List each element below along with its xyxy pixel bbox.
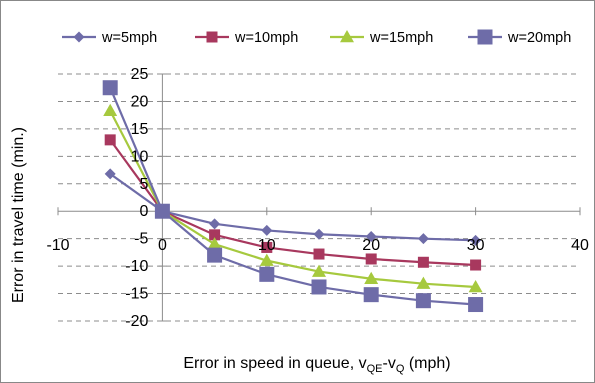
legend-label: w=20mph: [507, 30, 571, 46]
y-tick-label: -10: [125, 258, 148, 275]
series-layer: [102, 80, 484, 313]
data-point: [468, 297, 484, 313]
data-point: [470, 234, 482, 246]
data-point: [103, 103, 118, 117]
y-tick-label: 0: [139, 203, 148, 220]
data-point: [365, 230, 377, 242]
legend-swatch-marker: [206, 31, 218, 43]
data-point: [207, 247, 223, 263]
y-tick-label: -15: [125, 286, 148, 303]
x-tick-label: 20: [362, 237, 380, 254]
data-point: [313, 248, 325, 260]
data-point: [207, 237, 222, 250]
series-4: [102, 80, 484, 313]
y-tick-label: 10: [131, 148, 149, 165]
data-point: [261, 241, 273, 253]
series-1: [104, 168, 482, 246]
y-tick-label: 20: [131, 93, 149, 110]
x-axis-title-tail: (mph): [404, 355, 450, 372]
legend-swatch-marker: [477, 29, 493, 45]
data-point: [470, 259, 482, 271]
legend-item-2: w=10mph: [195, 30, 298, 46]
x-axis-title-sub2: Q: [396, 363, 405, 375]
data-point: [261, 224, 273, 236]
legend-item-1: w=5mph: [62, 30, 157, 46]
legend-label: w=10mph: [234, 30, 298, 46]
series-line: [109, 139, 476, 267]
x-axis-title-sub1: QE: [367, 363, 383, 375]
data-point: [102, 80, 118, 96]
legend-item-3: w=15mph: [330, 30, 433, 46]
data-point: [259, 266, 275, 282]
data-point: [104, 134, 116, 146]
data-point: [104, 168, 116, 180]
x-tick-label: 0: [158, 237, 167, 254]
data-point: [416, 276, 431, 289]
tick-labels: -10 0 10 20 30 40 -20 -15 -10 -5 0 5 10 15 20 25: [46, 66, 589, 330]
y-tick-label: 15: [131, 121, 149, 138]
data-point: [365, 253, 377, 265]
data-point: [468, 279, 483, 293]
data-point: [363, 287, 379, 303]
legend-swatch-marker: [340, 30, 354, 43]
data-point: [312, 264, 326, 277]
y-axis-title: Error in travel time (min.): [10, 127, 27, 303]
series-line: [109, 173, 476, 242]
y-tick-label: 25: [131, 66, 149, 83]
data-point: [259, 253, 274, 266]
legend-item-4: w=20mph: [468, 29, 571, 46]
x-tick-label: 10: [258, 237, 276, 254]
y-tick-label: 5: [139, 176, 148, 193]
data-point: [417, 256, 429, 268]
series-line: [109, 110, 476, 289]
x-tick-label: 40: [571, 237, 589, 254]
data-point: [364, 271, 379, 284]
legend-label: w=5mph: [101, 30, 157, 46]
legend: w=5mph w=10mph w=15mph w=20mph: [62, 29, 571, 46]
data-point: [313, 228, 325, 240]
data-point: [209, 229, 221, 241]
axes: [57, 73, 581, 322]
series-line: [109, 87, 476, 306]
legend-label: w=15mph: [369, 30, 433, 46]
x-axis-title-main: Error in speed in queue, v: [183, 355, 366, 372]
data-point: [154, 203, 170, 219]
legend-swatch-marker: [73, 31, 85, 43]
data-point: [209, 218, 221, 230]
data-point: [415, 293, 431, 309]
x-tick-label: 30: [467, 237, 485, 254]
x-axis-title: Error in speed in queue, vQE-vQ (mph): [183, 355, 450, 375]
y-tick-label: -5: [134, 231, 148, 248]
x-axis-title-mid: -v: [383, 355, 396, 372]
y-tick-label: -20: [125, 313, 148, 330]
data-point: [311, 279, 327, 295]
data-point: [417, 233, 429, 245]
x-tick-label: -10: [46, 237, 69, 254]
